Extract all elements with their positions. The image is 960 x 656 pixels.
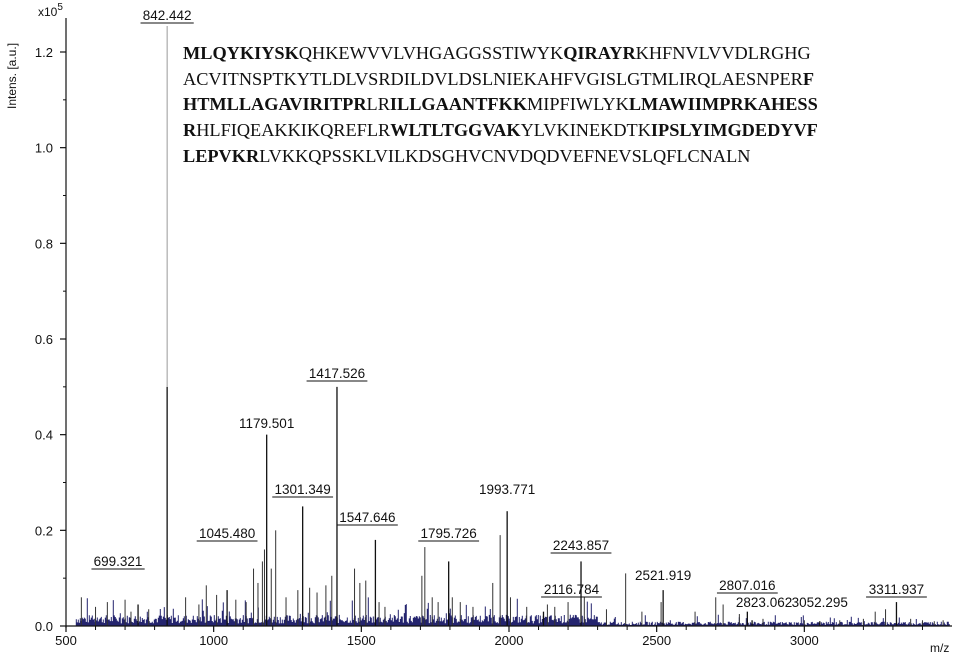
peak-label: 1417.526 — [309, 366, 365, 381]
x-tick-label: 500 — [55, 633, 77, 648]
spectrum-baseline-noise — [75, 597, 950, 626]
peak-label: 1179.501 — [239, 416, 294, 431]
sequence-segment: MIPFIWLYK — [527, 94, 629, 115]
peak-label: 3311.937 — [869, 582, 924, 597]
y-tick-label: 1.0 — [35, 141, 53, 156]
y-scale-factor: x105 — [38, 2, 63, 19]
matched-peptide: MLQYKIYSK — [183, 43, 299, 63]
spectrum-peaks — [80, 386, 944, 626]
sequence-segment: KHFNVLVVDLRGHG — [635, 43, 811, 63]
y-tick-label: 0.6 — [35, 332, 53, 347]
sequence-line: MLQYKIYSKQHKEWVVLVHGAGGSSTIWYKQIRAYRKHFN… — [183, 41, 918, 67]
sequence-line: RHLFIQEAKKIKQREFLRWLTLTGGVAKYLVKINEKDTKI… — [183, 118, 918, 144]
y-tick-label: 1.2 — [35, 45, 53, 60]
x-ticks: 500 1000 1500 2000 2500 3000 — [55, 626, 923, 648]
peak-label: 2823.062 — [736, 595, 792, 610]
x-tick-label: 2000 — [495, 633, 524, 648]
matched-peptide: WLTLTGGVAK — [390, 120, 521, 141]
sequence-segment: ACVITNSPTKYTLDLVSRDILDVLDSLNIEKAHFVGISLG… — [183, 68, 803, 89]
peak-labels: 842.442 699.321 1045.480 1179.501 1301.349 14… — [91, 8, 927, 610]
x-tick-label: 1500 — [347, 633, 376, 648]
peak-label: 2807.016 — [719, 578, 775, 593]
sequence-segment: LVKKQPSSKLVILKDSGHVCNVDQDVEFNEVSLQFLCNAL… — [259, 145, 751, 166]
y-scale-exponent: 5 — [57, 2, 63, 13]
peak-label: 1993.771 — [479, 482, 535, 497]
sequence-segment: HLFIQEAKKIKQREFLR — [196, 120, 391, 141]
y-tick-label: 0.2 — [35, 523, 53, 538]
matched-peptide: R — [183, 120, 197, 141]
peak-label: 842.442 — [143, 8, 192, 23]
y-ticks: 0.0 0.2 0.4 0.6 0.8 1.0 1.2 — [35, 45, 66, 634]
y-axis-title: Intens. [a.u.] — [5, 43, 19, 109]
x-tick-label: 2500 — [642, 633, 671, 648]
peak-label: 1795.726 — [421, 526, 477, 541]
peak-label: 1547.646 — [339, 510, 395, 525]
x-axis-title: m/z — [930, 641, 949, 655]
y-tick-label: 0.0 — [35, 619, 53, 634]
sequence-segment: QHKEWVVLVHGAGGSSTIWYK — [298, 43, 564, 63]
noise-trace — [75, 597, 950, 626]
matched-peptide: LEPVKR — [183, 145, 260, 166]
y-scale-base: x10 — [38, 5, 58, 19]
sequence-segment: YLVKINEKDTK — [520, 120, 651, 141]
sequence-line: ACVITNSPTKYTLDLVSRDILDVLDSLNIEKAHFVGISLG… — [183, 67, 918, 93]
sequence-line: HTMLLAGAVIRITPRLRILLGAANTFKKMIPFIWLYKLMA… — [183, 92, 918, 118]
peak-label: 2243.857 — [553, 538, 609, 553]
y-tick-label: 0.4 — [35, 428, 53, 443]
peak-label: 1301.349 — [275, 482, 331, 497]
x-tick-label: 3000 — [790, 633, 819, 648]
peak-label: 1045.480 — [199, 526, 255, 541]
matched-peptide: LMAWIIMPRKAHESS — [628, 94, 818, 115]
matched-peptide: HTMLLAGAVIRITPR — [183, 94, 367, 115]
matched-peptide: IPSLYIMGDEDYVF — [650, 120, 818, 141]
matched-peptide: F — [802, 68, 815, 89]
matched-peptide: ILLGAANTFKK — [389, 94, 528, 115]
sequence-segment: LR — [366, 94, 390, 115]
protein-sequence: MLQYKIYSKQHKEWVVLVHGAGGSSTIWYKQIRAYRKHFN… — [183, 41, 918, 170]
peak-label: 2521.919 — [635, 568, 691, 583]
peak-label: 3052.295 — [792, 595, 848, 610]
y-tick-label: 0.8 — [35, 236, 53, 251]
peak-label: 699.321 — [94, 554, 143, 569]
sequence-line: LEPVKRLVKKQPSSKLVILKDSGHVCNVDQDVEFNEVSLQ… — [183, 144, 918, 170]
peak-label: 2116.784 — [544, 582, 600, 597]
x-tick-label: 1000 — [199, 633, 228, 648]
matched-peptide: QIRAYR — [563, 43, 636, 63]
